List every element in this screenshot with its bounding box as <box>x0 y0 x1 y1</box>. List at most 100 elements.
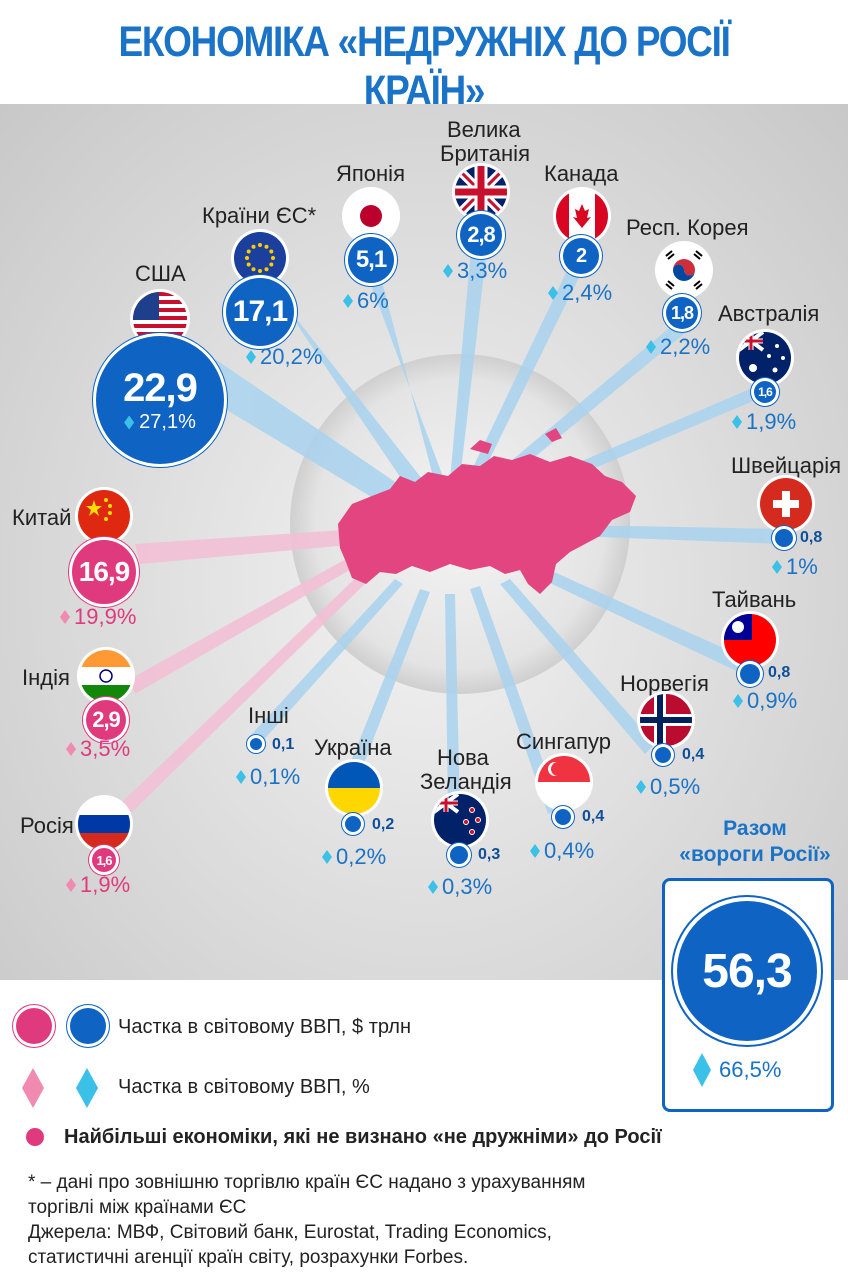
footnote-line2: торгівлі між країнами ЄС <box>28 1197 247 1218</box>
gdp-circle-usa: 22,9 27,1% <box>96 336 224 464</box>
taiwan-flag-icon <box>724 614 776 666</box>
eu-flag-icon <box>234 232 286 284</box>
gdp-value-usa: 22,9 <box>123 366 198 410</box>
pct-russia: 1,9% <box>66 872 130 898</box>
beam-others <box>250 579 403 744</box>
beam-ukraine <box>346 589 430 779</box>
pct-diamond-icon <box>66 742 76 756</box>
pct-value-switzerland: 1% <box>786 554 818 579</box>
country-name-switzerland: Швейцарія <box>731 453 841 478</box>
pct-diamond-icon <box>693 1053 711 1087</box>
pct-value-singapore: 0,4% <box>544 838 595 863</box>
pct-switzerland: 1% <box>772 554 818 580</box>
beam-singapore <box>470 586 560 814</box>
gdp-value-norway: 0,4 <box>682 746 705 763</box>
total-box: 56,3 66,5% <box>662 878 834 1112</box>
blue-circle-legend-icon <box>70 1008 106 1044</box>
australia-flag-icon <box>739 332 791 384</box>
pct-canada: 2,4% <box>548 280 612 306</box>
gdp-circle-newzealand <box>450 846 468 864</box>
pink-diamond-legend-icon <box>22 1068 44 1108</box>
total-pct-value: 66,5% <box>719 1057 782 1082</box>
pct-singapore: 0,4% <box>530 838 594 864</box>
pct-diamond-icon <box>60 610 70 624</box>
pct-value-australia: 1,9% <box>746 409 797 434</box>
beam-canada <box>465 254 588 489</box>
pct-uk: 3,3% <box>443 258 507 284</box>
country-name-uk-2: Британія <box>440 141 530 166</box>
beam-china <box>135 529 360 564</box>
legend-area: Частка в світовому ВВП, $ трлн Частка в … <box>0 980 848 1280</box>
beam-eu <box>285 304 430 499</box>
korea-flag-icon <box>658 244 710 296</box>
country-name-australia: Австралія <box>718 301 820 326</box>
country-name-india: Індія <box>22 665 70 690</box>
gdp-circle-china: 16,9 <box>72 540 136 604</box>
gdp-circle-norway <box>655 747 671 763</box>
gdp-circle-canada: 2 <box>563 238 599 274</box>
pct-diamond-icon <box>428 880 438 894</box>
country-name-newzealand-2: Зеландія <box>420 769 512 794</box>
newzealand-flag-icon <box>434 794 486 846</box>
infographic-area: США 22,9 27,1% Країни ЄС* 17,1 20,2% Япо… <box>0 104 848 980</box>
pct-value-russia: 1,9% <box>80 872 131 897</box>
pink-dot-legend-icon <box>26 1128 44 1146</box>
pct-diamond-icon <box>732 415 742 429</box>
pct-diamond-icon <box>124 415 135 430</box>
sources-line2: статистичні агенції країн світу, розраху… <box>28 1247 469 1268</box>
gdp-circle-russia: 1,6 <box>92 848 116 872</box>
pct-diamond-icon <box>246 350 256 364</box>
norway-flag-icon <box>640 694 692 746</box>
gdp-value-taiwan: 0,8 <box>768 664 791 681</box>
country-name-taiwan: Тайвань <box>712 587 797 612</box>
pct-value-eu: 20,2% <box>260 344 323 369</box>
pct-india: 3,5% <box>66 736 130 762</box>
beam-russia <box>115 566 375 819</box>
pct-china: 19,9% <box>60 604 136 630</box>
country-name-usa: США <box>135 261 186 286</box>
total-label-line1: Разом <box>723 817 787 840</box>
connector-beams <box>115 239 783 819</box>
sources-line1: Джерела: МВФ, Світовий банк, Eurostat, T… <box>28 1222 552 1243</box>
pct-value-uk: 3,3% <box>457 258 508 283</box>
gdp-circle-singapore <box>555 809 571 825</box>
total-label-line2: «вороги Росії» <box>679 843 831 866</box>
pct-others: 0,1% <box>236 764 300 790</box>
pct-value-india: 3,5% <box>80 736 131 761</box>
india-flag-icon <box>80 650 132 702</box>
singapore-flag-icon <box>538 756 590 808</box>
beam-norway <box>500 579 655 754</box>
gdp-circle-uk: 2,8 <box>460 214 502 256</box>
beam-taiwan <box>520 559 748 674</box>
pct-japan: 6% <box>343 288 389 314</box>
country-name-japan: Японія <box>336 161 405 186</box>
gdp-circle-taiwan <box>740 664 760 684</box>
pct-diamond-icon <box>66 878 76 892</box>
pct-diamond-icon <box>443 264 453 278</box>
gdp-value-switzerland: 0,8 <box>800 529 823 546</box>
country-name-ukraine: Україна <box>314 735 392 760</box>
pct-eu: 20,2% <box>246 344 322 370</box>
pct-diamond-icon <box>636 780 646 794</box>
legend-pct-label: Частка в світовому ВВП, % <box>118 1076 370 1098</box>
russia-flag-icon <box>78 798 130 850</box>
blue-diamond-legend-icon <box>76 1068 98 1108</box>
gdp-value-others: 0,1 <box>272 736 295 753</box>
pct-ukraine: 0,2% <box>322 844 386 870</box>
total-pct: 66,5% <box>693 1053 781 1087</box>
china-flag-icon <box>78 490 130 542</box>
pct-taiwan: 0,9% <box>733 688 797 714</box>
canada-flag-icon <box>556 190 608 242</box>
gdp-circle-ukraine <box>345 816 361 832</box>
pct-value-taiwan: 0,9% <box>747 688 798 713</box>
switzerland-flag-icon <box>760 478 812 530</box>
pct-value-canada: 2,4% <box>562 280 613 305</box>
beam-usa <box>215 359 420 514</box>
country-name-eu: Країни ЄС* <box>202 203 317 228</box>
pct-newzealand: 0,3% <box>428 874 492 900</box>
country-name-uk-1: Велика <box>447 117 521 142</box>
gdp-circle-eu: 17,1 <box>226 278 294 346</box>
japan-flag-icon <box>345 190 397 242</box>
total-gdp-circle: 56,3 <box>677 901 817 1041</box>
footnote-line1: * – дані про зовнішню торгівлю країн ЄС … <box>28 1172 586 1193</box>
